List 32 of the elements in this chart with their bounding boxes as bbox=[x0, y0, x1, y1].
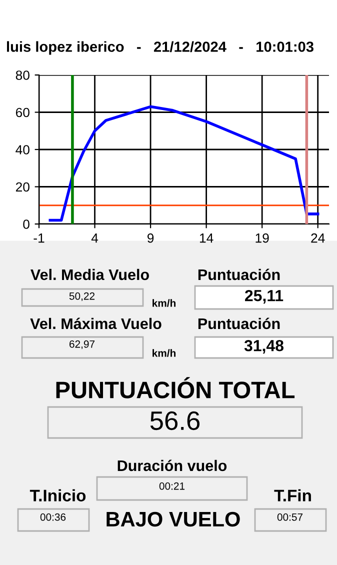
text: PUNTUACIÓN TOTAL bbox=[56, 377, 295, 398]
x-tick-label: 4 bbox=[91, 234, 98, 243]
text: 62,97 bbox=[69, 340, 95, 350]
text: Duración vuelo bbox=[118, 460, 227, 472]
text: 56.6 bbox=[150, 411, 200, 430]
y-tick-label: 60 bbox=[16, 108, 30, 118]
y-tick-label: 0 bbox=[23, 220, 30, 229]
line-series bbox=[48, 105, 320, 222]
text: 25,11 bbox=[245, 290, 284, 304]
y-tick-label: 20 bbox=[16, 182, 30, 192]
text: 50,22 bbox=[69, 292, 95, 302]
text: km/h bbox=[152, 349, 176, 357]
text: Puntuación bbox=[198, 268, 280, 280]
text: BAJO VUELO bbox=[106, 512, 240, 527]
x-tick-label: 9 bbox=[147, 233, 154, 243]
x-tick-label: -1 bbox=[34, 234, 44, 243]
x-tick-label: 19 bbox=[256, 233, 269, 243]
text: T.Fin bbox=[274, 489, 311, 502]
text: T.Inicio bbox=[30, 489, 86, 502]
text: 00:21 bbox=[159, 482, 185, 490]
text: Vel. Media Vuelo bbox=[30, 268, 149, 280]
text: km/h bbox=[152, 299, 176, 307]
text: Vel. Máxima Vuelo bbox=[30, 318, 162, 330]
text: 00:36 bbox=[40, 513, 66, 521]
y-tick-label: 40 bbox=[16, 145, 30, 154]
chart-title: luis lopez iberico - 21/12/2024 - 10:01:03 bbox=[7, 41, 314, 55]
text: 00:57 bbox=[277, 513, 303, 521]
y-tick-label: 80 bbox=[16, 70, 30, 80]
text: 31,48 bbox=[244, 340, 284, 354]
x-tick-label: 14 bbox=[200, 234, 214, 243]
x-tick-label: 24 bbox=[311, 233, 325, 243]
text: Puntuación bbox=[198, 318, 280, 330]
